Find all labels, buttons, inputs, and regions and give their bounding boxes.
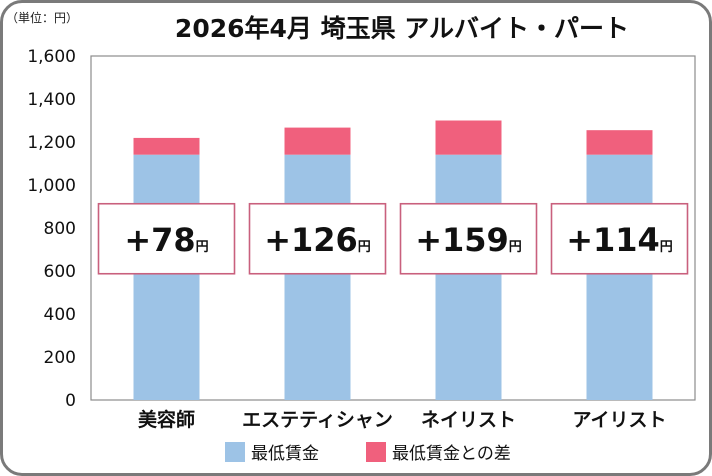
bar-segment xyxy=(284,154,351,400)
difference-label-box xyxy=(550,202,689,275)
x-axis: 美容師 エステティシャン ネイリスト アイリスト xyxy=(138,408,667,431)
legend-label: 最低賃金 xyxy=(251,444,319,464)
difference-label: +126円 xyxy=(264,221,371,259)
difference-unit: 円 xyxy=(509,240,522,255)
difference-label: +114円 xyxy=(566,221,673,259)
y-tick-label: 1,000 xyxy=(27,176,76,196)
legend-swatch xyxy=(366,442,386,462)
y-tick-label: 800 xyxy=(44,219,76,239)
plot-area xyxy=(90,55,696,401)
bar-segment xyxy=(284,127,351,155)
unit-label: （単位：円） xyxy=(6,10,78,25)
difference-unit: 円 xyxy=(660,240,673,255)
y-tick-label: 1,400 xyxy=(27,90,76,110)
difference-label: +159円 xyxy=(415,221,522,259)
bar-segment xyxy=(133,154,200,400)
difference-sign: + xyxy=(124,221,151,259)
difference-unit: 円 xyxy=(196,240,209,255)
difference-label-box xyxy=(248,202,387,275)
bar-segment xyxy=(133,137,200,155)
y-axis: 0 200 400 600 800 1,000 1,200 1,400 1,600 xyxy=(27,47,76,411)
y-tick-label: 1,600 xyxy=(27,47,76,67)
x-category-label: 美容師 xyxy=(138,408,195,431)
y-tick-label: 400 xyxy=(44,305,76,325)
chart-title: 2026年4月 埼玉県 アルバイト・パート xyxy=(175,14,629,43)
difference-sign: + xyxy=(264,221,291,259)
bar-segment xyxy=(586,130,653,155)
bar-segment xyxy=(586,154,653,400)
x-category-label: エステティシャン xyxy=(242,409,393,431)
difference-label-box xyxy=(97,202,236,275)
difference-value: 78 xyxy=(151,221,196,259)
x-category-label: アイリスト xyxy=(572,409,666,431)
legend-swatch xyxy=(225,442,245,462)
y-tick-label: 0 xyxy=(65,391,76,411)
legend: 最低賃金 最低賃金との差 xyxy=(225,442,511,464)
difference-label: +78円 xyxy=(124,221,208,259)
difference-sign: + xyxy=(566,221,593,259)
difference-labels-layer: +78円 +126円 +159円 +114円 xyxy=(97,202,689,275)
difference-value: 114 xyxy=(593,221,660,259)
x-category-label: ネイリスト xyxy=(421,409,516,431)
difference-label-box xyxy=(399,202,538,275)
difference-unit: 円 xyxy=(358,240,371,255)
y-tick-label: 200 xyxy=(44,348,76,368)
difference-value: 159 xyxy=(442,221,509,259)
bar-segment xyxy=(435,120,502,155)
bars-layer xyxy=(133,120,653,400)
difference-value: 126 xyxy=(291,221,358,259)
y-tick-label: 600 xyxy=(44,262,76,282)
legend-label: 最低賃金との差 xyxy=(392,444,511,464)
y-tick-label: 1,200 xyxy=(27,133,76,153)
bar-segment xyxy=(435,154,502,400)
difference-sign: + xyxy=(415,221,442,259)
